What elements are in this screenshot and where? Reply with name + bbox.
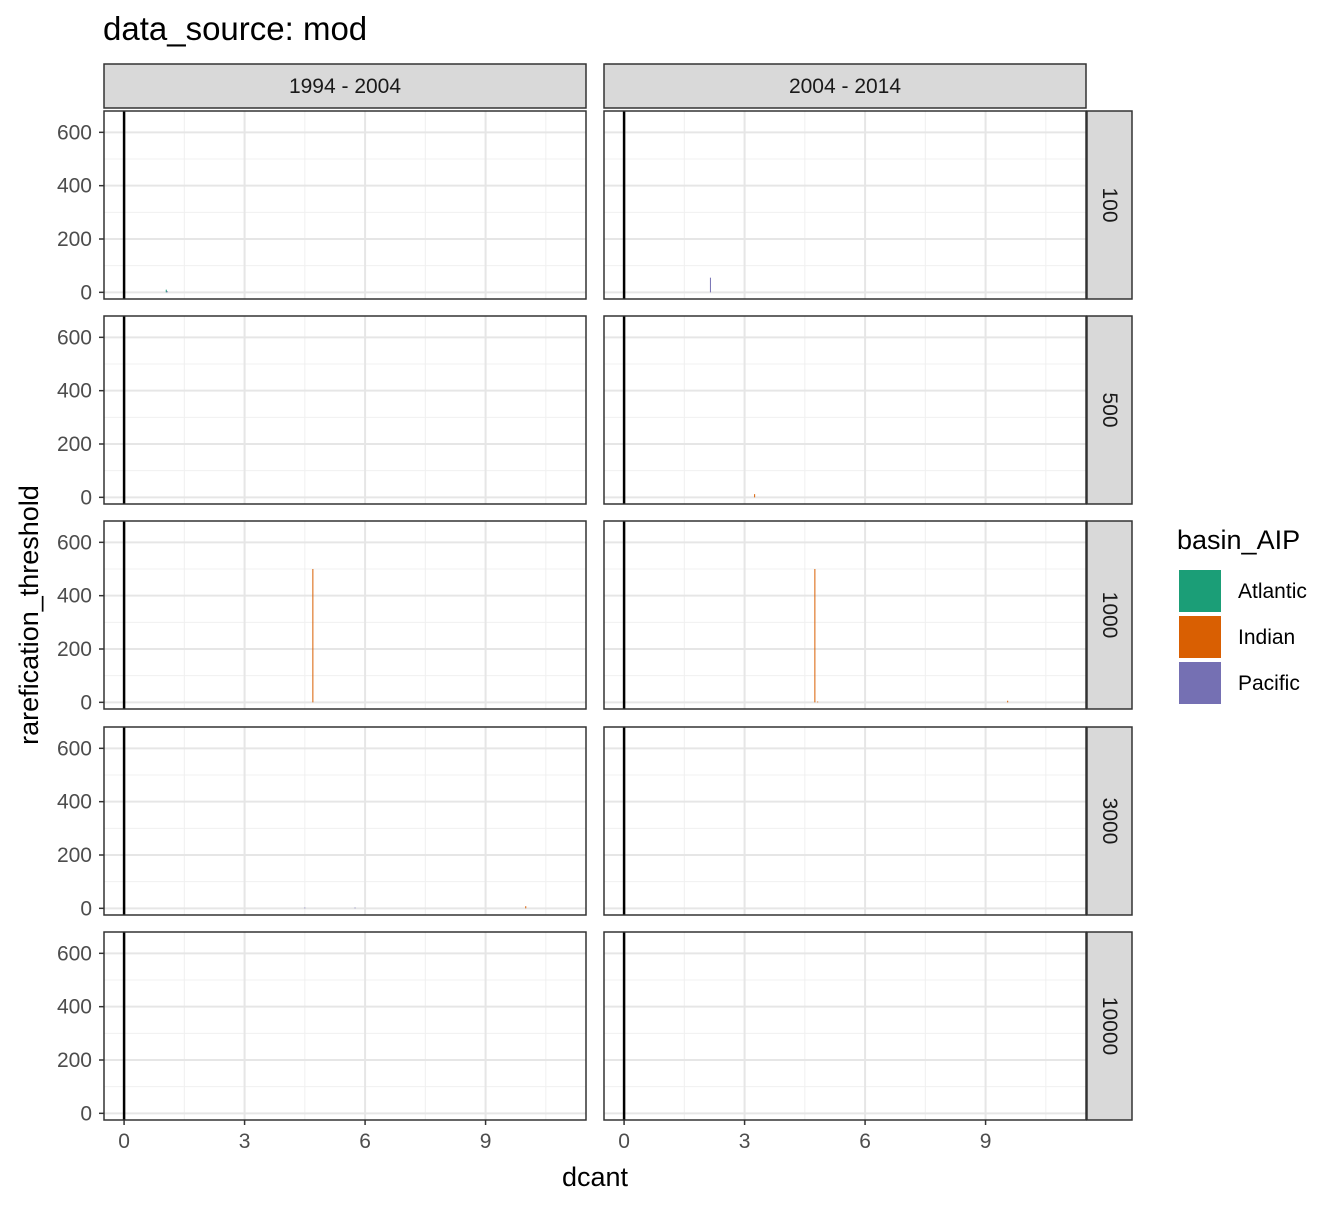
- y-tick-label: 0: [80, 1102, 92, 1125]
- panel-border: [603, 520, 1087, 710]
- histogram-bar: [166, 291, 168, 293]
- panel-background: [604, 316, 1086, 504]
- y-tick-label: 600: [57, 121, 92, 144]
- column-strip: [103, 63, 587, 109]
- row-strip-label: 3000: [1098, 798, 1121, 845]
- y-tick-label: 0: [80, 281, 92, 304]
- x-tick-label: 9: [480, 1130, 492, 1153]
- x-tick-label: 0: [118, 1130, 130, 1153]
- histogram-bar: [525, 906, 527, 909]
- panel-background: [104, 932, 586, 1120]
- x-tick-label: 6: [859, 1130, 871, 1153]
- histogram-bar: [709, 277, 711, 293]
- y-tick-label: 600: [57, 737, 92, 760]
- y-tick-label: 200: [57, 228, 92, 251]
- panel-2-0: 0 200 400 600: [57, 520, 587, 714]
- column-strip: [603, 63, 1087, 109]
- y-tick-label: 400: [57, 380, 92, 403]
- legend: basin_AIP Atlantic Indian Pacific: [1177, 525, 1307, 704]
- row-strip: [1086, 315, 1133, 505]
- panel-background: [604, 727, 1086, 915]
- panel-border: [103, 520, 587, 710]
- y-tick-label: 400: [57, 175, 92, 198]
- row-strip: [1086, 726, 1133, 916]
- row-strip-label: 10000: [1098, 997, 1121, 1055]
- y-axis-title: rarefication_threshold: [14, 485, 44, 745]
- y-tick-label: 600: [57, 326, 92, 349]
- y-tick-label: 400: [57, 791, 92, 814]
- y-tick-label: 0: [80, 486, 92, 509]
- y-tick-label: 200: [57, 433, 92, 456]
- panel-border: [103, 315, 587, 505]
- y-tick-label: 0: [80, 897, 92, 920]
- row-strip: [1086, 520, 1133, 710]
- histogram-bar: [304, 907, 306, 909]
- panel-background: [604, 521, 1086, 709]
- panel-1-1: [603, 315, 1087, 505]
- legend-key-pacific: [1179, 662, 1221, 704]
- panel-0-1: [603, 110, 1087, 300]
- x-axis-title: dcant: [562, 1162, 629, 1192]
- panel-2-1: [603, 520, 1087, 710]
- panel-background: [104, 727, 586, 915]
- panel-background: [604, 111, 1086, 299]
- row-strip: [1086, 931, 1133, 1121]
- histogram-bar: [1007, 700, 1009, 703]
- panel-3-0: 0 200 400 600: [57, 726, 587, 920]
- x-tick-label: 3: [239, 1130, 251, 1153]
- histogram-bar: [754, 494, 756, 498]
- legend-label: Indian: [1238, 626, 1295, 649]
- legend-title: basin_AIP: [1177, 525, 1300, 555]
- panel-3-1: [603, 726, 1087, 916]
- panel-1-0: 0 200 400 600: [57, 315, 587, 509]
- panel-4-0: 0 200 400 600 0 3 6 9: [57, 931, 587, 1153]
- histogram-bar: [817, 701, 819, 703]
- panel-0-0: 0 200 400 600: [57, 110, 587, 304]
- row-strip-label: 500: [1098, 392, 1121, 427]
- y-tick-label: 200: [57, 638, 92, 661]
- row-strip-label: 1000: [1098, 592, 1121, 639]
- legend-key-atlantic: [1179, 570, 1221, 612]
- y-tick-label: 200: [57, 844, 92, 867]
- y-tick-label: 400: [57, 585, 92, 608]
- panel-background: [604, 932, 1086, 1120]
- x-tick-label: 0: [618, 1130, 630, 1153]
- histogram-bar: [354, 907, 356, 909]
- facet-strips: 100 500 1000 3000 10000 1994 - 2004 2004 - 201…: [103, 63, 1133, 1121]
- panel-4-1: 0 3 6 9: [603, 931, 1087, 1153]
- panel-border: [103, 110, 587, 300]
- legend-label: Atlantic: [1238, 580, 1307, 603]
- y-tick-label: 200: [57, 1049, 92, 1072]
- histogram-bar: [312, 569, 314, 703]
- x-tick-label: 6: [359, 1130, 371, 1153]
- legend-key-indian: [1179, 616, 1221, 658]
- y-tick-label: 400: [57, 996, 92, 1019]
- panel-border: [603, 110, 1087, 300]
- panel-border: [603, 726, 1087, 916]
- facet-panels: 0200400600020040060002004006000200400600…: [57, 110, 1087, 1153]
- x-tick-label: 9: [980, 1130, 992, 1153]
- panel-border: [603, 315, 1087, 505]
- panel-border: [103, 931, 587, 1121]
- column-strip-label: 2004 - 2014: [789, 75, 901, 98]
- panel-background: [104, 316, 586, 504]
- histogram-bar: [165, 289, 167, 293]
- panel-background: [104, 111, 586, 299]
- panel-border: [603, 931, 1087, 1121]
- legend-label: Pacific: [1238, 672, 1300, 695]
- row-strip-label: 100: [1098, 187, 1121, 222]
- y-tick-label: 600: [57, 942, 92, 965]
- chart-title: data_source: mod: [103, 10, 367, 47]
- y-tick-label: 0: [80, 691, 92, 714]
- row-strip: [1086, 110, 1133, 300]
- panel-background: [104, 521, 586, 709]
- y-tick-label: 600: [57, 531, 92, 554]
- column-strip-label: 1994 - 2004: [289, 75, 401, 98]
- panel-border: [103, 726, 587, 916]
- histogram-bar: [814, 569, 816, 703]
- x-tick-label: 3: [739, 1130, 751, 1153]
